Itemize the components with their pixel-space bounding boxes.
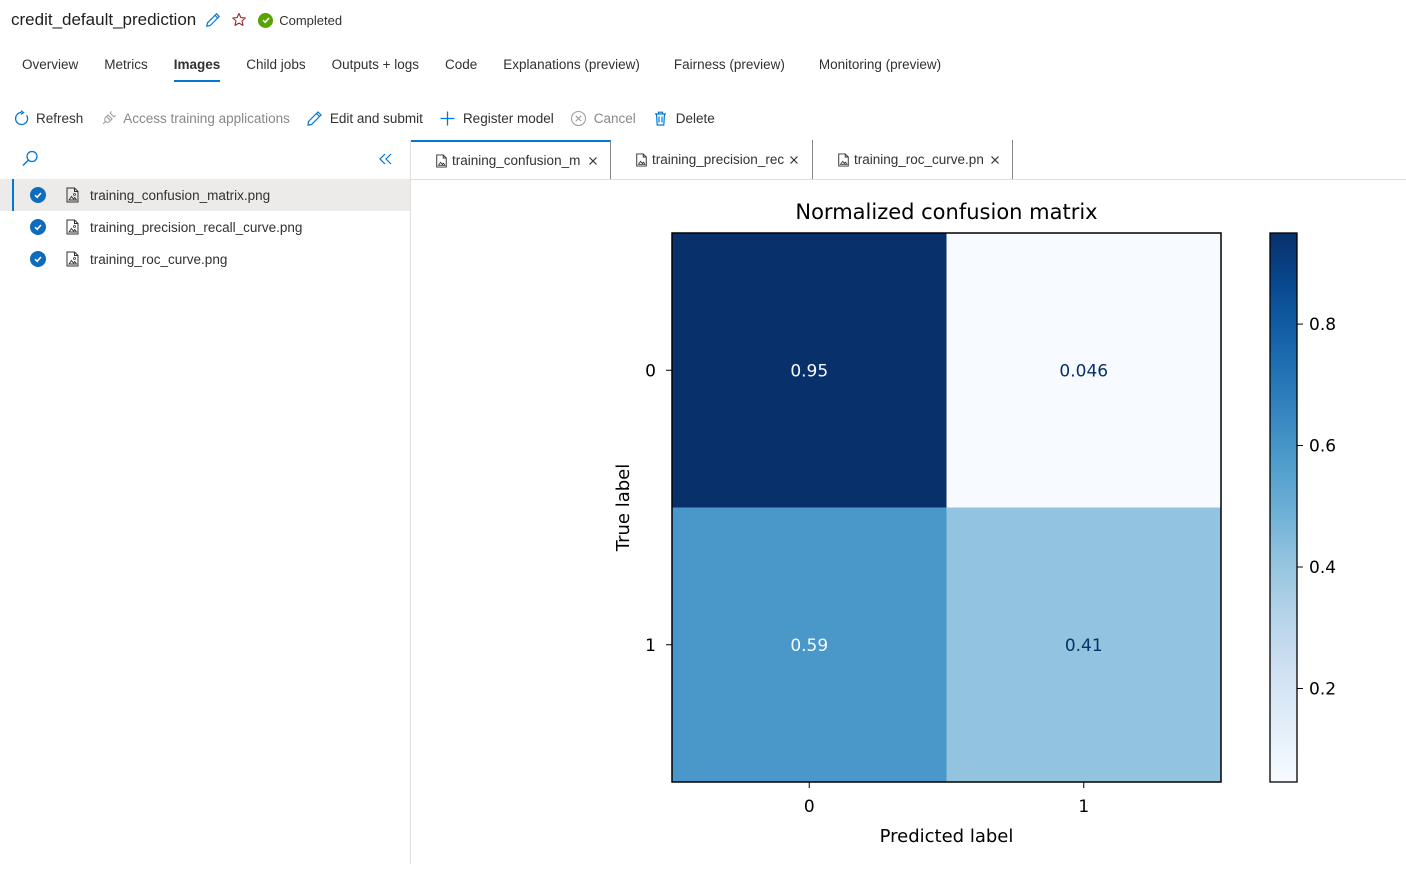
close-icon[interactable] — [787, 153, 801, 167]
close-icon[interactable] — [988, 153, 1002, 167]
refresh-icon — [12, 109, 30, 127]
search-icon[interactable] — [20, 149, 40, 169]
x-axis-label: Predicted label — [880, 826, 1014, 847]
image-tabs: training_confusion_m training_precision_… — [411, 140, 1406, 180]
colorbar-tick-label: 0.8 — [1309, 315, 1336, 335]
file-item-roc-curve[interactable]: training_roc_curve.png — [0, 243, 410, 275]
tab-monitoring[interactable]: Monitoring (preview) — [818, 57, 942, 72]
file-item-confusion-matrix[interactable]: training_confusion_matrix.png — [0, 179, 410, 211]
checkmark-circle-icon[interactable] — [30, 187, 46, 203]
edit-and-submit-button[interactable]: Edit and submit — [306, 109, 423, 127]
file-name: training_precision_recall_curve.png — [90, 219, 303, 235]
status-text: Completed — [279, 12, 343, 28]
access-training-applications-button[interactable]: Access training applications — [99, 109, 290, 127]
file-item-precision-recall[interactable]: training_precision_recall_curve.png — [0, 211, 410, 243]
y-axis-label: True label — [613, 464, 634, 553]
register-model-button[interactable]: Register model — [439, 109, 554, 127]
heatmap-cell — [946, 233, 1221, 508]
colorbar-tick-label: 0.4 — [1309, 558, 1336, 578]
cell-value-label: 0.59 — [790, 636, 828, 656]
file-name: training_roc_curve.png — [90, 251, 228, 267]
tab-images[interactable]: Images — [161, 50, 234, 82]
colorbar-tick-label: 0.6 — [1309, 437, 1336, 457]
checkmark-circle-icon[interactable] — [30, 219, 46, 235]
star-icon[interactable] — [230, 11, 248, 29]
trash-icon — [652, 109, 670, 127]
cell-value-label: 0.046 — [1059, 361, 1108, 381]
image-tab-label: training_precision_rec — [652, 152, 785, 167]
colorbar-tick-label: 0.2 — [1309, 679, 1336, 699]
y-tick-label: 0 — [645, 361, 656, 381]
tab-outputs-logs[interactable]: Outputs + logs — [331, 57, 420, 72]
file-list: training_confusion_matrix.png training_p… — [0, 179, 410, 275]
close-icon[interactable] — [586, 154, 600, 168]
cancel-circle-icon — [570, 109, 588, 127]
image-tab-precision-recall[interactable]: training_precision_rec — [611, 140, 813, 179]
tab-child-jobs[interactable]: Child jobs — [246, 57, 306, 72]
pencil-icon — [306, 109, 324, 127]
checkmark-circle-icon — [258, 12, 274, 28]
confusion-matrix-chart: Normalized confusion matrix 0.95 0.046 0.59… — [613, 200, 1336, 847]
image-file-icon — [837, 152, 851, 167]
plug-icon — [99, 109, 117, 127]
chart-title: Normalized confusion matrix — [795, 200, 1097, 224]
heatmap-cell — [946, 507, 1221, 782]
colorbar — [1269, 232, 1298, 783]
heatmap-cell — [672, 233, 947, 508]
file-name: training_confusion_matrix.png — [90, 187, 271, 203]
plot-frame — [671, 232, 1222, 783]
tab-explanations[interactable]: Explanations (preview) — [503, 57, 640, 72]
image-file-icon — [64, 251, 80, 267]
image-file-panel: training_confusion_matrix.png training_p… — [0, 140, 411, 864]
cell-value-label: 0.95 — [790, 361, 828, 381]
job-tabs: Overview Metrics Images Child jobs Outpu… — [9, 50, 954, 88]
checkmark-circle-icon[interactable] — [30, 251, 46, 267]
image-file-icon — [435, 153, 449, 168]
image-file-icon — [635, 152, 649, 167]
job-header: credit_default_prediction Completed — [11, 8, 342, 32]
tab-metrics[interactable]: Metrics — [104, 57, 148, 72]
command-toolbar: Refresh Access training applications Edi… — [12, 106, 731, 130]
cell-value-label: 0.41 — [1065, 636, 1103, 656]
image-file-icon — [64, 187, 80, 203]
plus-icon — [439, 109, 457, 127]
confusion-matrix-image: Normalized confusion matrix 0.95 0.046 0.59… — [411, 180, 1406, 864]
tab-overview[interactable]: Overview — [22, 57, 79, 72]
cancel-button[interactable]: Cancel — [570, 109, 636, 127]
edit-pencil-icon[interactable] — [204, 11, 222, 29]
tab-code[interactable]: Code — [445, 57, 478, 72]
refresh-button[interactable]: Refresh — [12, 109, 83, 127]
image-tab-roc-curve[interactable]: training_roc_curve.pn — [813, 140, 1013, 179]
x-tick-label: 0 — [804, 797, 815, 817]
image-tab-confusion-matrix[interactable]: training_confusion_m — [411, 140, 611, 179]
job-title: credit_default_prediction — [11, 10, 197, 29]
status-badge: Completed — [258, 12, 343, 28]
delete-button[interactable]: Delete — [652, 109, 715, 127]
x-tick-label: 1 — [1078, 797, 1089, 817]
image-tab-label: training_roc_curve.pn — [854, 152, 984, 167]
tab-fairness[interactable]: Fairness (preview) — [673, 57, 785, 72]
y-tick-label: 1 — [645, 636, 656, 656]
image-tab-label: training_confusion_m — [452, 153, 581, 168]
heatmap-cell — [672, 507, 947, 782]
image-file-icon — [64, 219, 80, 235]
collapse-panel-icon[interactable] — [376, 149, 396, 169]
